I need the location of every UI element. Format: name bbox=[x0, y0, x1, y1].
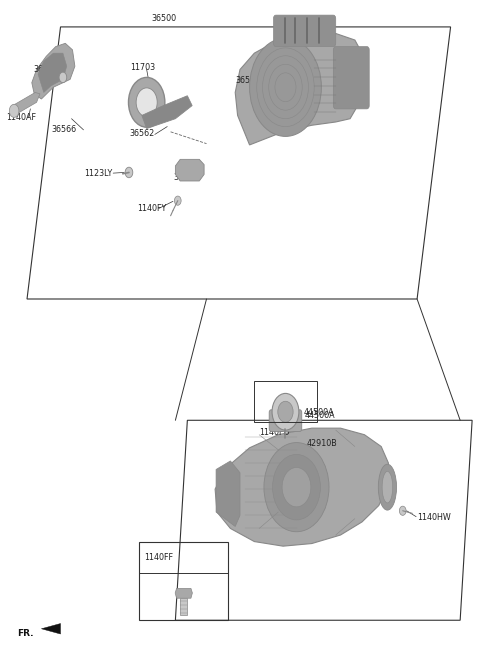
Circle shape bbox=[250, 38, 322, 137]
Text: 1140FY: 1140FY bbox=[137, 204, 167, 213]
Circle shape bbox=[136, 88, 157, 117]
Text: 1140HW: 1140HW bbox=[417, 513, 451, 522]
Circle shape bbox=[174, 196, 181, 205]
Text: 36566: 36566 bbox=[51, 125, 76, 134]
FancyBboxPatch shape bbox=[180, 599, 187, 614]
Polygon shape bbox=[235, 34, 364, 145]
Polygon shape bbox=[41, 623, 60, 634]
Text: 1140AF: 1140AF bbox=[6, 113, 36, 122]
Circle shape bbox=[282, 468, 311, 507]
Circle shape bbox=[264, 443, 329, 532]
Circle shape bbox=[125, 168, 133, 177]
Ellipse shape bbox=[378, 464, 396, 510]
Text: 44500A: 44500A bbox=[303, 408, 334, 417]
Circle shape bbox=[59, 72, 67, 83]
Text: 36500: 36500 bbox=[152, 14, 177, 23]
Text: 1123LY: 1123LY bbox=[84, 169, 113, 177]
Text: FR.: FR. bbox=[17, 629, 34, 638]
Text: 1140FD: 1140FD bbox=[259, 428, 290, 437]
FancyBboxPatch shape bbox=[333, 47, 369, 109]
Text: 36618: 36618 bbox=[33, 65, 58, 74]
Text: 36595A: 36595A bbox=[235, 76, 266, 85]
Circle shape bbox=[9, 104, 19, 118]
FancyBboxPatch shape bbox=[269, 410, 302, 432]
Polygon shape bbox=[175, 160, 204, 181]
Text: 1140FF: 1140FF bbox=[144, 553, 173, 562]
Polygon shape bbox=[142, 96, 192, 129]
Circle shape bbox=[129, 78, 165, 127]
Circle shape bbox=[272, 394, 299, 430]
Polygon shape bbox=[216, 461, 240, 526]
Circle shape bbox=[278, 401, 293, 422]
Text: 36562: 36562 bbox=[130, 129, 155, 137]
Polygon shape bbox=[215, 428, 388, 546]
Circle shape bbox=[399, 506, 406, 515]
Circle shape bbox=[273, 455, 321, 520]
Polygon shape bbox=[38, 53, 67, 93]
Polygon shape bbox=[175, 589, 192, 599]
Polygon shape bbox=[32, 43, 75, 99]
Text: 44500A: 44500A bbox=[305, 411, 335, 420]
Ellipse shape bbox=[382, 472, 393, 503]
Text: 42910B: 42910B bbox=[307, 439, 338, 447]
FancyBboxPatch shape bbox=[274, 15, 336, 47]
Text: 11703: 11703 bbox=[130, 63, 155, 72]
Text: 36565: 36565 bbox=[173, 173, 198, 182]
Polygon shape bbox=[12, 93, 40, 116]
